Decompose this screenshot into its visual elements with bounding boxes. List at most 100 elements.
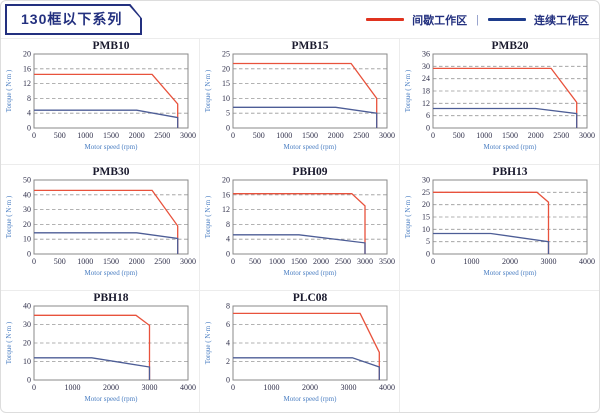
svg-text:Torque ( N·m ): Torque ( N·m ) — [5, 69, 13, 112]
svg-text:Torque ( N·m ): Torque ( N·m ) — [204, 69, 212, 112]
svg-text:2500: 2500 — [554, 131, 570, 140]
svg-text:Torque ( N·m ): Torque ( N·m ) — [5, 195, 13, 238]
svg-text:2500: 2500 — [154, 257, 170, 266]
svg-text:1000: 1000 — [264, 383, 280, 392]
svg-text:Motor speed (rpm): Motor speed (rpm) — [484, 143, 538, 151]
svg-text:3000: 3000 — [541, 257, 557, 266]
svg-text:15: 15 — [422, 213, 430, 222]
svg-text:1500: 1500 — [291, 257, 307, 266]
svg-text:1000: 1000 — [277, 131, 293, 140]
svg-text:4000: 4000 — [579, 257, 595, 266]
page-header: 130框以下系列 间歇工作区 | 连续工作区 — [1, 1, 599, 39]
svg-text:PMB15: PMB15 — [292, 40, 329, 52]
chart-cell-5: 0 4 8 12 16 20 0 500 1000 1500 2000 2500 3000 3500 PBH… — [200, 165, 400, 291]
svg-text:6: 6 — [426, 111, 430, 120]
svg-text:1000: 1000 — [464, 257, 480, 266]
svg-text:Motor speed (rpm): Motor speed (rpm) — [284, 143, 338, 151]
svg-text:10: 10 — [222, 94, 230, 103]
svg-text:2000: 2000 — [528, 131, 544, 140]
chart-box-pbh09: 0 4 8 12 16 20 0 500 1000 1500 2000 2500 3000 3500 PBH… — [203, 165, 395, 290]
chart-PLC08: 0 2 4 6 8 0 1000 2000 3000 4000 PLC08 Motor speed (… — [204, 292, 395, 403]
svg-text:3000: 3000 — [357, 257, 373, 266]
svg-text:3000: 3000 — [579, 131, 595, 140]
svg-text:15: 15 — [222, 79, 230, 88]
svg-text:500: 500 — [453, 131, 465, 140]
svg-text:1500: 1500 — [103, 257, 119, 266]
svg-text:18: 18 — [422, 87, 430, 96]
svg-text:2000: 2000 — [129, 131, 145, 140]
svg-text:8: 8 — [226, 220, 230, 229]
legend: 间歇工作区 | 连续工作区 — [366, 12, 589, 28]
svg-text:PMB20: PMB20 — [492, 40, 529, 52]
chart-box-pmb15: 0 5 10 15 20 25 0 500 1000 1500 2000 2500 3000 PMB15 M… — [203, 39, 395, 164]
svg-text:2: 2 — [226, 357, 230, 366]
svg-text:Motor speed (rpm): Motor speed (rpm) — [85, 269, 139, 277]
chart-PBH13: 0 5 10 15 20 25 30 0 1000 2000 3000 4000 PBH13 Motor … — [404, 166, 595, 277]
legend-label-continuous: 连续工作区 — [534, 14, 589, 27]
svg-text:2000: 2000 — [302, 383, 318, 392]
page-title: 130框以下系列 — [7, 6, 140, 33]
svg-text:4: 4 — [226, 339, 230, 348]
chart-PMB15: 0 5 10 15 20 25 0 500 1000 1500 2000 2500 3000 PMB15 M… — [204, 40, 395, 151]
svg-text:0: 0 — [231, 131, 235, 140]
svg-text:16: 16 — [222, 190, 230, 199]
svg-text:3000: 3000 — [180, 257, 196, 266]
svg-text:20: 20 — [23, 220, 31, 229]
svg-text:PLC08: PLC08 — [293, 292, 328, 304]
svg-text:3500: 3500 — [379, 257, 395, 266]
svg-text:500: 500 — [249, 257, 261, 266]
svg-text:20: 20 — [222, 176, 230, 185]
svg-text:5: 5 — [426, 237, 430, 246]
svg-text:2000: 2000 — [103, 383, 119, 392]
svg-text:20: 20 — [422, 200, 430, 209]
svg-text:1000: 1000 — [77, 257, 93, 266]
svg-text:4000: 4000 — [180, 383, 196, 392]
chart-box-pbh18: 0 10 20 30 40 0 1000 2000 3000 4000 PBH18 Motor spe… — [4, 291, 196, 412]
svg-text:1500: 1500 — [502, 131, 518, 140]
legend-label-intermittent: 间歇工作区 — [412, 14, 468, 27]
chart-box-pbh13: 0 5 10 15 20 25 30 0 1000 2000 3000 4000 PBH13 Motor … — [403, 165, 595, 290]
svg-text:2500: 2500 — [335, 257, 351, 266]
svg-text:3000: 3000 — [379, 131, 395, 140]
chart-box-pmb30: 0 10 20 30 40 50 0 500 1000 1500 2000 2500 3000 PMB30… — [4, 165, 196, 290]
svg-text:30: 30 — [23, 205, 31, 214]
continuous-line-swatch — [488, 18, 526, 21]
svg-text:PMB10: PMB10 — [93, 40, 130, 52]
chart-cell-4: 0 10 20 30 40 50 0 500 1000 1500 2000 2500 3000 PMB30… — [1, 165, 201, 291]
svg-text:12: 12 — [422, 99, 430, 108]
legend-item-intermittent: 间歇工作区 — [366, 12, 467, 28]
svg-text:0: 0 — [431, 257, 435, 266]
chart-cell-8: 0 2 4 6 8 0 1000 2000 3000 4000 PLC08 Motor speed (… — [200, 291, 400, 412]
svg-text:Motor speed (rpm): Motor speed (rpm) — [284, 395, 338, 403]
svg-text:Torque ( N·m ): Torque ( N·m ) — [404, 195, 412, 238]
svg-text:5: 5 — [226, 109, 230, 118]
svg-text:8: 8 — [226, 302, 230, 311]
svg-text:2000: 2000 — [328, 131, 344, 140]
svg-text:20: 20 — [23, 50, 31, 59]
svg-text:1500: 1500 — [103, 131, 119, 140]
svg-text:10: 10 — [422, 225, 430, 234]
svg-text:50: 50 — [23, 176, 31, 185]
svg-text:20: 20 — [23, 339, 31, 348]
chart-PBH18: 0 10 20 30 40 0 1000 2000 3000 4000 PBH18 Motor spe… — [5, 292, 196, 403]
svg-text:3000: 3000 — [180, 131, 196, 140]
chart-cell-7: 0 10 20 30 40 0 1000 2000 3000 4000 PBH18 Motor spe… — [1, 291, 201, 412]
svg-text:6: 6 — [226, 320, 230, 329]
svg-text:1500: 1500 — [302, 131, 318, 140]
svg-text:2000: 2000 — [502, 257, 518, 266]
svg-text:16: 16 — [23, 64, 31, 73]
svg-text:0: 0 — [426, 250, 430, 259]
svg-text:0: 0 — [231, 383, 235, 392]
svg-text:40: 40 — [23, 190, 31, 199]
svg-text:0: 0 — [32, 257, 36, 266]
svg-text:0: 0 — [32, 131, 36, 140]
svg-text:PMB30: PMB30 — [93, 166, 130, 178]
svg-text:0: 0 — [226, 376, 230, 385]
svg-text:8: 8 — [27, 94, 31, 103]
chart-cell-3: 0 6 12 18 24 30 36 0 500 1000 1500 2000 2500 3000 PMB2… — [399, 39, 599, 165]
chart-cell-1: 0 4 8 12 16 20 0 500 1000 1500 2000 2500 3000 PMB10 Mo… — [1, 39, 201, 165]
legend-item-continuous: 连续工作区 — [488, 12, 589, 28]
svg-text:12: 12 — [222, 205, 230, 214]
svg-text:30: 30 — [422, 62, 430, 71]
